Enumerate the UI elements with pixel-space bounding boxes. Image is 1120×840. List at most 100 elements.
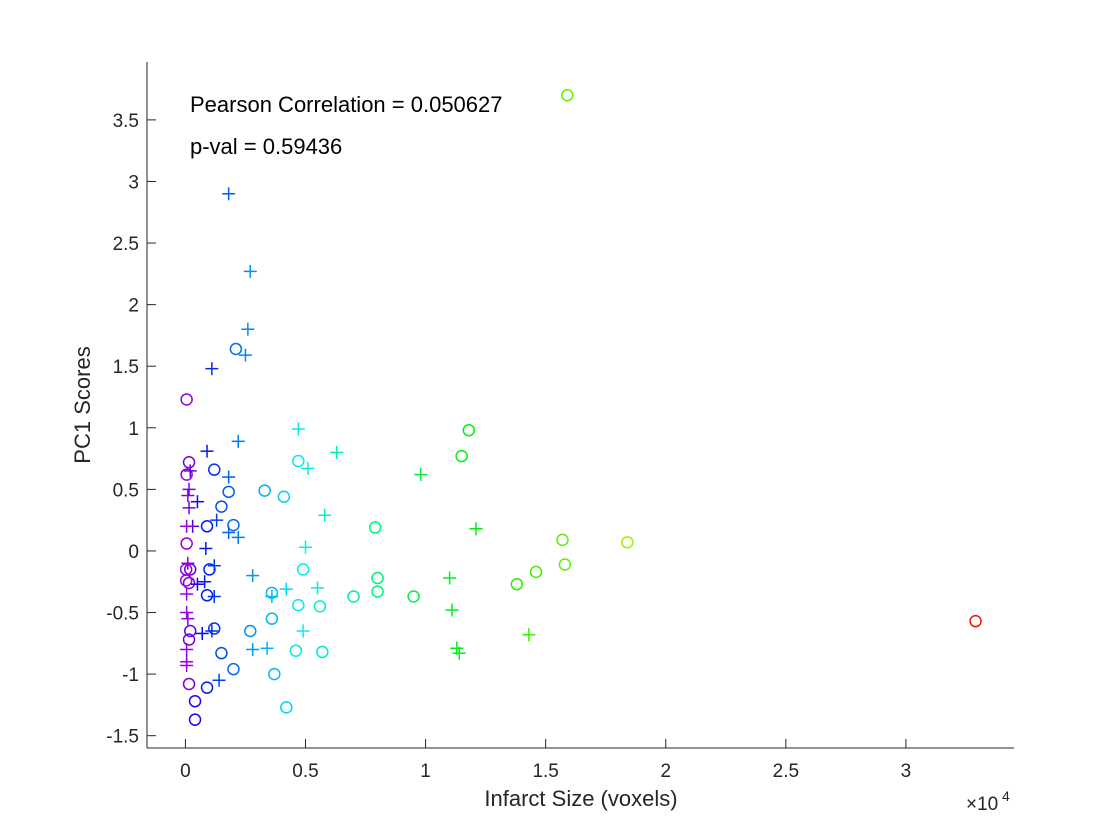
data-point-circle bbox=[969, 614, 982, 628]
data-point-circle bbox=[621, 536, 634, 549]
data-point-circle bbox=[180, 468, 193, 481]
data-point-plus bbox=[190, 495, 204, 509]
data-point-circle bbox=[180, 393, 193, 406]
x-exponent-label: ×10 bbox=[966, 794, 998, 815]
data-point-circle bbox=[244, 624, 257, 638]
data-point-plus bbox=[299, 540, 313, 554]
data-point-plus bbox=[231, 530, 245, 544]
data-point-plus bbox=[195, 626, 209, 640]
data-point-circle bbox=[268, 667, 281, 681]
data-point-circle bbox=[182, 633, 196, 646]
y-axis-label: PC1 Scores bbox=[70, 346, 95, 463]
data-point-plus bbox=[222, 525, 236, 539]
pearson-annotation: Pearson Correlation = 0.050627 bbox=[190, 92, 503, 117]
data-point-plus bbox=[452, 646, 466, 660]
data-point-plus bbox=[241, 322, 255, 336]
data-point-circle bbox=[222, 485, 235, 499]
y-tick-label: 0 bbox=[128, 542, 139, 563]
data-point-plus bbox=[443, 571, 457, 585]
data-point-plus bbox=[330, 445, 344, 459]
data-point-plus bbox=[291, 422, 305, 436]
data-point-plus bbox=[246, 569, 260, 583]
data-point-plus bbox=[260, 641, 274, 655]
data-point-plus bbox=[246, 642, 260, 656]
data-point-circle bbox=[265, 612, 279, 625]
axes bbox=[146, 62, 1014, 749]
data-point-circle bbox=[200, 681, 214, 694]
data-point-circle bbox=[188, 694, 202, 708]
data-point-circle bbox=[215, 646, 228, 660]
data-point-plus bbox=[296, 624, 310, 638]
data-point-plus bbox=[212, 673, 226, 687]
data-point-plus bbox=[522, 628, 536, 642]
data-point-circle bbox=[368, 521, 382, 534]
x-tick-label: 2 bbox=[660, 761, 671, 782]
data-point-plus bbox=[180, 642, 194, 656]
data-point-circle bbox=[407, 590, 420, 603]
y-tick-label: 1 bbox=[128, 419, 139, 440]
data-point-circle bbox=[347, 590, 360, 603]
data-point-circle bbox=[558, 558, 572, 571]
y-tick-label: 3.5 bbox=[113, 111, 139, 132]
data-point-plus bbox=[180, 658, 194, 672]
pval-annotation: p-val = 0.59436 bbox=[190, 134, 342, 159]
data-point-circle bbox=[455, 449, 468, 463]
x-ticks: 0 0.5 1 1.5 2 2.5 3 bbox=[180, 739, 911, 782]
data-point-circle bbox=[313, 600, 327, 613]
data-point-circle bbox=[371, 571, 384, 585]
data-point-plus bbox=[199, 541, 213, 555]
data-point-plus bbox=[238, 348, 252, 362]
data-point-circle bbox=[183, 624, 197, 638]
data-point-plus bbox=[182, 501, 196, 515]
y-tick-label: -1.5 bbox=[106, 727, 139, 748]
data-point-plus bbox=[207, 559, 221, 573]
data-point-circle bbox=[207, 622, 221, 635]
data-point-circle bbox=[289, 644, 303, 657]
data-point-circle bbox=[207, 463, 221, 476]
data-point-plus bbox=[182, 482, 196, 496]
data-point-circle bbox=[258, 484, 271, 497]
data-point-plus bbox=[311, 581, 325, 595]
y-tick-label: 2.5 bbox=[113, 234, 139, 255]
data-point-circle bbox=[292, 598, 305, 612]
data-point-plus bbox=[318, 508, 332, 522]
data-point-circle bbox=[200, 589, 214, 602]
data-point-circle bbox=[296, 563, 310, 576]
data-point-circle bbox=[371, 585, 384, 598]
data-point-plus bbox=[181, 612, 195, 626]
data-point-circle bbox=[180, 537, 193, 550]
data-point-circle bbox=[277, 490, 291, 504]
x-tick-label: 3 bbox=[901, 761, 912, 782]
x-tick-label: 0.5 bbox=[292, 761, 318, 782]
data-point-plus bbox=[231, 434, 245, 448]
data-point-plus bbox=[183, 464, 197, 478]
data-point-plus bbox=[198, 575, 212, 589]
data-point-plus bbox=[200, 444, 214, 458]
x-tick-label: 2.5 bbox=[773, 761, 799, 782]
data-point-plus bbox=[180, 606, 194, 620]
data-point-circle bbox=[179, 574, 193, 587]
data-point-circle bbox=[529, 565, 543, 579]
y-tick-label: -0.5 bbox=[106, 604, 139, 625]
data-point-plus bbox=[414, 468, 428, 482]
data-point-circle bbox=[316, 645, 329, 659]
data-point-circle bbox=[182, 576, 196, 590]
y-ticks: -1.5 -1 -0.5 0 0.5 1 1.5 2 2.5 3 3.5 bbox=[106, 111, 156, 748]
data-point-circle bbox=[280, 701, 293, 714]
x-exponent-power: 4 bbox=[1002, 788, 1010, 804]
x-tick-label: 1 bbox=[420, 761, 431, 782]
data-point-plus bbox=[445, 603, 459, 617]
data-point-circle bbox=[182, 456, 196, 469]
data-point-plus bbox=[190, 577, 204, 591]
data-point-plus bbox=[180, 587, 194, 601]
y-tick-label: 0.5 bbox=[113, 480, 139, 501]
data-point-circle bbox=[510, 577, 524, 591]
data-point-plus bbox=[205, 624, 219, 638]
data-point-plus bbox=[301, 461, 315, 475]
data-point-circle bbox=[292, 454, 305, 468]
data-point-plus bbox=[181, 556, 195, 570]
data-point-circle bbox=[462, 423, 476, 437]
data-point-plus bbox=[265, 590, 279, 604]
data-point-circle bbox=[215, 500, 228, 513]
